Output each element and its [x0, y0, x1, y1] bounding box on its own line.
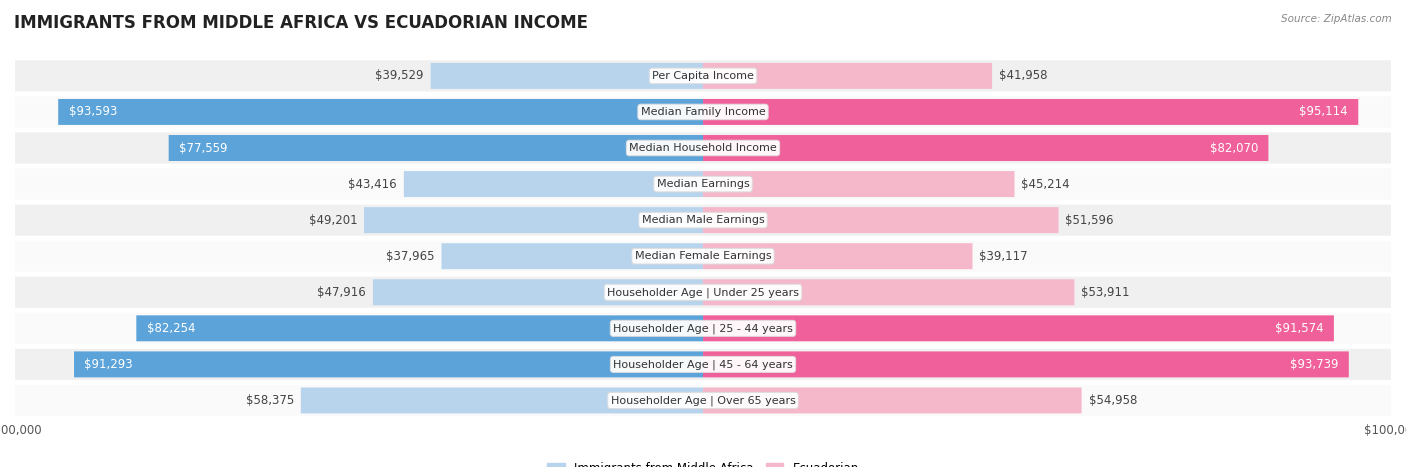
Text: Median Earnings: Median Earnings: [657, 179, 749, 189]
FancyBboxPatch shape: [14, 276, 1392, 309]
Text: Median Family Income: Median Family Income: [641, 107, 765, 117]
FancyBboxPatch shape: [14, 168, 1392, 201]
Text: $91,574: $91,574: [1275, 322, 1323, 335]
FancyBboxPatch shape: [703, 99, 1358, 125]
Text: $37,965: $37,965: [387, 250, 434, 263]
Text: Source: ZipAtlas.com: Source: ZipAtlas.com: [1281, 14, 1392, 24]
Text: $45,214: $45,214: [1021, 177, 1070, 191]
Text: $51,596: $51,596: [1066, 213, 1114, 226]
Text: Householder Age | 25 - 44 years: Householder Age | 25 - 44 years: [613, 323, 793, 333]
FancyBboxPatch shape: [14, 384, 1392, 417]
Text: $91,293: $91,293: [84, 358, 134, 371]
FancyBboxPatch shape: [703, 351, 1348, 377]
FancyBboxPatch shape: [14, 204, 1392, 237]
Text: $93,739: $93,739: [1289, 358, 1339, 371]
FancyBboxPatch shape: [14, 59, 1392, 92]
FancyBboxPatch shape: [14, 131, 1392, 164]
Text: $53,911: $53,911: [1081, 286, 1130, 299]
FancyBboxPatch shape: [703, 388, 1081, 413]
FancyBboxPatch shape: [703, 243, 973, 269]
FancyBboxPatch shape: [373, 279, 703, 305]
FancyBboxPatch shape: [14, 95, 1392, 128]
Text: $39,117: $39,117: [980, 250, 1028, 263]
Text: $49,201: $49,201: [308, 213, 357, 226]
FancyBboxPatch shape: [441, 243, 703, 269]
FancyBboxPatch shape: [14, 312, 1392, 345]
FancyBboxPatch shape: [301, 388, 703, 413]
Text: $54,958: $54,958: [1088, 394, 1137, 407]
Text: Median Female Earnings: Median Female Earnings: [634, 251, 772, 261]
FancyBboxPatch shape: [703, 135, 1268, 161]
Text: $43,416: $43,416: [349, 177, 396, 191]
Text: $93,593: $93,593: [69, 106, 117, 119]
FancyBboxPatch shape: [75, 351, 703, 377]
Text: IMMIGRANTS FROM MIDDLE AFRICA VS ECUADORIAN INCOME: IMMIGRANTS FROM MIDDLE AFRICA VS ECUADOR…: [14, 14, 588, 32]
Text: $77,559: $77,559: [179, 142, 228, 155]
Text: Median Household Income: Median Household Income: [628, 143, 778, 153]
FancyBboxPatch shape: [703, 63, 993, 89]
Text: Median Male Earnings: Median Male Earnings: [641, 215, 765, 225]
Legend: Immigrants from Middle Africa, Ecuadorian: Immigrants from Middle Africa, Ecuadoria…: [543, 458, 863, 467]
Text: Householder Age | Over 65 years: Householder Age | Over 65 years: [610, 395, 796, 406]
Text: Householder Age | Under 25 years: Householder Age | Under 25 years: [607, 287, 799, 297]
Text: $82,070: $82,070: [1209, 142, 1258, 155]
FancyBboxPatch shape: [703, 315, 1334, 341]
Text: $95,114: $95,114: [1299, 106, 1348, 119]
Text: $41,958: $41,958: [998, 70, 1047, 82]
Text: Per Capita Income: Per Capita Income: [652, 71, 754, 81]
Text: Householder Age | 45 - 64 years: Householder Age | 45 - 64 years: [613, 359, 793, 370]
FancyBboxPatch shape: [364, 207, 703, 233]
FancyBboxPatch shape: [404, 171, 703, 197]
Text: $47,916: $47,916: [318, 286, 366, 299]
FancyBboxPatch shape: [136, 315, 703, 341]
FancyBboxPatch shape: [703, 279, 1074, 305]
Text: $39,529: $39,529: [375, 70, 423, 82]
FancyBboxPatch shape: [14, 348, 1392, 381]
FancyBboxPatch shape: [703, 207, 1059, 233]
Text: $82,254: $82,254: [146, 322, 195, 335]
Text: $58,375: $58,375: [246, 394, 294, 407]
FancyBboxPatch shape: [14, 240, 1392, 273]
FancyBboxPatch shape: [169, 135, 703, 161]
FancyBboxPatch shape: [58, 99, 703, 125]
FancyBboxPatch shape: [430, 63, 703, 89]
FancyBboxPatch shape: [703, 171, 1015, 197]
